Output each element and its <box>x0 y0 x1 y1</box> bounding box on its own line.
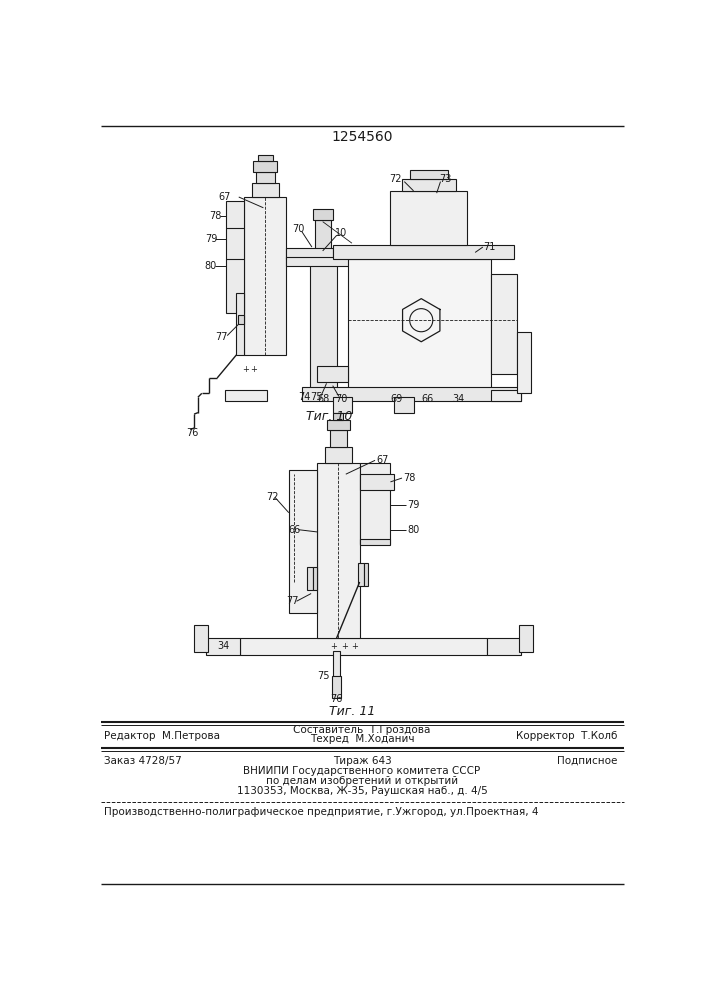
Bar <box>252 183 279 197</box>
Bar <box>348 259 491 393</box>
Text: Производственно-полиграфическое предприятие, г.Ужгород, ул.Проектная, 4: Производственно-полиграфическое предприя… <box>104 807 539 817</box>
Text: по делам изобретений и открытий: по делам изобретений и открытий <box>266 776 458 786</box>
Bar <box>390 191 467 245</box>
Bar <box>334 413 344 420</box>
Text: 75: 75 <box>317 671 329 681</box>
Bar <box>518 332 532 393</box>
Bar <box>317 366 348 382</box>
Text: 67: 67 <box>218 192 231 202</box>
Bar <box>302 387 521 401</box>
Bar <box>258 155 273 161</box>
Bar <box>317 463 360 638</box>
Bar <box>325 447 352 463</box>
Text: 75: 75 <box>310 392 323 402</box>
Text: 76: 76 <box>187 428 199 438</box>
Text: Тираж 643: Тираж 643 <box>332 756 392 766</box>
Text: 71: 71 <box>483 242 495 252</box>
Bar <box>286 257 402 266</box>
Bar <box>358 563 364 586</box>
Text: +: + <box>341 642 348 651</box>
Text: 34: 34 <box>217 641 230 651</box>
Bar <box>332 676 341 698</box>
Bar <box>312 209 334 220</box>
Text: +: + <box>351 642 358 651</box>
Bar <box>491 274 518 374</box>
Text: Τиг. 10: Τиг. 10 <box>305 410 352 423</box>
Text: Заказ 4728/57: Заказ 4728/57 <box>104 756 182 766</box>
Bar <box>206 638 240 655</box>
Text: 72: 72 <box>390 174 402 184</box>
Text: 76: 76 <box>330 694 343 704</box>
Text: +: + <box>330 642 337 651</box>
Text: 79: 79 <box>206 234 218 244</box>
Text: 80: 80 <box>204 261 216 271</box>
Bar <box>308 567 313 590</box>
Bar <box>194 625 208 652</box>
Bar <box>236 293 244 355</box>
Text: 77: 77 <box>215 332 228 342</box>
Text: 73: 73 <box>439 174 451 184</box>
Bar <box>288 470 317 613</box>
Text: 79: 79 <box>407 500 420 510</box>
Bar <box>491 390 521 401</box>
Text: Редактор  М.Петрова: Редактор М.Петрова <box>104 731 220 741</box>
Bar <box>360 463 390 544</box>
Bar <box>360 474 395 490</box>
Text: 10: 10 <box>335 228 347 238</box>
Text: 66: 66 <box>421 394 433 404</box>
Text: 72: 72 <box>266 492 278 502</box>
Bar <box>330 430 346 447</box>
Bar <box>409 170 448 179</box>
Bar <box>395 397 414 413</box>
Text: 1130353, Москва, Ж-35, Раушская наб., д. 4/5: 1130353, Москва, Ж-35, Раушская наб., д.… <box>237 786 487 796</box>
Bar <box>238 315 244 324</box>
Bar <box>315 220 331 251</box>
Text: 80: 80 <box>407 525 420 535</box>
Bar <box>360 539 390 545</box>
Text: 67: 67 <box>377 455 389 465</box>
Bar <box>313 567 317 590</box>
Text: Техред  М.Ходанич: Техред М.Ходанич <box>310 734 414 744</box>
Text: 70: 70 <box>335 394 347 404</box>
Bar <box>225 390 267 401</box>
Bar <box>333 397 352 413</box>
Text: Τиг. 11: Τиг. 11 <box>329 705 375 718</box>
Bar <box>256 172 275 183</box>
Bar <box>402 179 456 191</box>
Text: 70: 70 <box>293 224 305 234</box>
Text: +: + <box>243 365 249 374</box>
Text: 78: 78 <box>404 473 416 483</box>
Bar <box>364 563 368 586</box>
Bar <box>244 197 286 355</box>
Text: 66: 66 <box>288 525 301 535</box>
Text: 69: 69 <box>390 394 403 404</box>
Text: ВНИИПИ Государственного комитета СССР: ВНИИПИ Государственного комитета СССР <box>243 766 481 776</box>
Text: 1254560: 1254560 <box>331 130 392 144</box>
Bar <box>519 625 533 652</box>
Bar <box>240 638 486 655</box>
Bar <box>310 251 337 391</box>
Text: 34: 34 <box>452 394 464 404</box>
Bar <box>253 161 277 172</box>
Text: 74: 74 <box>298 392 310 402</box>
Bar <box>286 248 333 259</box>
Text: Составитель  Т.Гроздова: Составитель Т.Гроздова <box>293 725 431 735</box>
Text: 68: 68 <box>317 394 329 404</box>
Bar <box>333 651 340 678</box>
Bar <box>333 245 514 259</box>
Bar <box>486 638 521 655</box>
Bar <box>226 201 244 312</box>
Text: 77: 77 <box>286 596 299 606</box>
Text: +: + <box>250 365 257 374</box>
Text: 78: 78 <box>209 211 222 221</box>
Bar <box>327 420 350 430</box>
Text: Корректор  Т.Колб: Корректор Т.Колб <box>516 731 618 741</box>
Text: Подписное: Подписное <box>557 756 618 766</box>
